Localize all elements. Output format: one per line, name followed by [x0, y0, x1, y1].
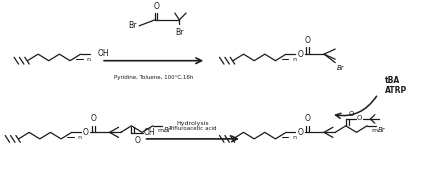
Text: OH: OH	[144, 129, 155, 138]
Text: ATRP: ATRP	[385, 86, 407, 95]
Text: Br: Br	[129, 21, 137, 30]
Text: O: O	[90, 114, 96, 123]
Text: Pyridine, Toluene, 100°C,16h: Pyridine, Toluene, 100°C,16h	[114, 75, 194, 80]
Text: O: O	[297, 128, 303, 137]
Text: Br: Br	[336, 65, 344, 71]
Text: Trifluroacetic acid: Trifluroacetic acid	[168, 126, 217, 131]
Text: Br: Br	[164, 127, 172, 133]
Text: O: O	[357, 116, 362, 121]
Text: n: n	[78, 135, 82, 140]
Text: m: m	[371, 128, 378, 133]
Text: n: n	[86, 57, 90, 62]
Text: n: n	[292, 57, 296, 62]
Text: Br: Br	[378, 127, 386, 133]
Text: n: n	[292, 135, 296, 140]
Text: O: O	[297, 50, 303, 59]
Text: O: O	[83, 128, 89, 137]
Text: Br: Br	[175, 28, 184, 36]
Text: tBA: tBA	[385, 76, 400, 85]
Text: m: m	[157, 128, 164, 133]
Text: O: O	[153, 2, 159, 11]
Text: O: O	[305, 114, 310, 123]
Text: O: O	[134, 136, 140, 145]
Text: Hydrolysis: Hydrolysis	[177, 121, 209, 126]
Text: OH: OH	[98, 49, 109, 58]
Text: O: O	[305, 36, 310, 45]
Text: O: O	[349, 111, 354, 117]
